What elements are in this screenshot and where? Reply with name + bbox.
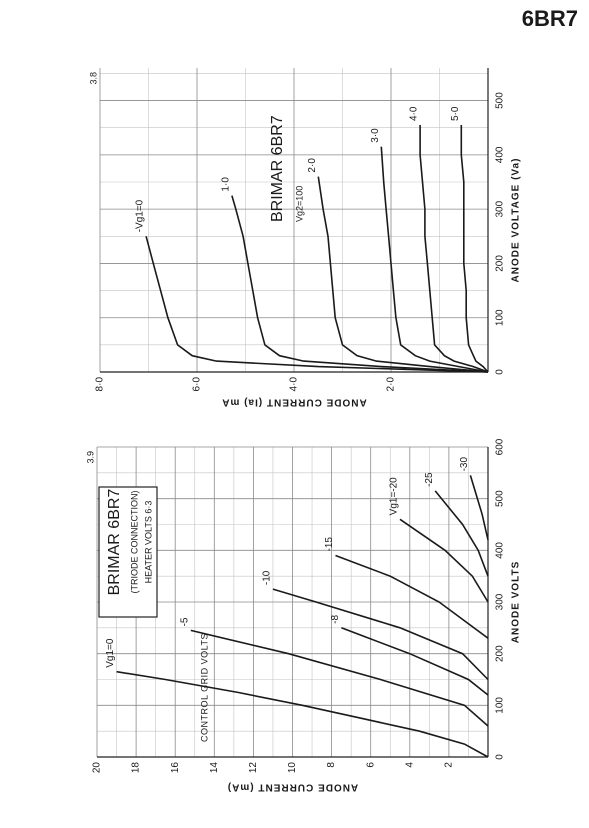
series-label: 1·0	[221, 177, 232, 192]
y-tick-label: 10	[287, 762, 298, 774]
curve	[116, 670, 489, 758]
series-label: Vg1=0	[105, 638, 116, 668]
series-label: Vg1=-20	[389, 477, 400, 516]
y-tick-label: 20	[92, 762, 103, 774]
x-tick-label: 300	[495, 200, 506, 217]
x-tick-label: 400	[495, 542, 506, 559]
y-tick-label: 2	[444, 762, 455, 768]
y-tick-label: 6	[365, 762, 376, 768]
curve	[317, 176, 489, 373]
curve	[145, 236, 489, 373]
page-label: 6BR7	[522, 6, 578, 31]
x-tick-label: 300	[495, 593, 506, 610]
series-label: 3·0	[370, 128, 381, 143]
x-tick-label: 600	[495, 438, 506, 455]
y-tick-label: 16	[170, 762, 181, 774]
triode-chart: 0 100 200 300 400 500 600 2 4 6 8 10 12 14 16 18 20 ANODE…	[85, 438, 521, 792]
x-axis-label: ANODE VOLTAGE (Va)	[511, 158, 522, 283]
series-label: 2·0	[307, 158, 318, 173]
annotation: CONTROL GRID VOLTS	[199, 633, 209, 742]
curve	[399, 518, 489, 603]
x-tick-label: 200	[495, 645, 506, 662]
x-tick-label: 100	[495, 309, 506, 326]
x-tick-label: 100	[495, 697, 506, 714]
x-tick-label: 500	[495, 92, 506, 109]
curve	[380, 146, 489, 373]
series-label: 4·0	[409, 106, 420, 121]
series-label: 5·0	[450, 106, 461, 121]
y-tick-label: 4·0	[289, 377, 300, 392]
pentode-chart: 0 100 200 300 400 500 2·0 4·0 6·0 8·0 ANODE VOLTAG…	[88, 68, 522, 407]
x-tick-label: 200	[495, 255, 506, 272]
x-axis-label: ANODE VOLTS	[511, 561, 522, 643]
x-tick-label: 0	[495, 369, 506, 375]
curve	[272, 588, 489, 681]
series-label: -10	[262, 570, 273, 585]
y-tick-label: 8·0	[95, 377, 106, 392]
curve	[335, 554, 489, 639]
y-axis-label: ANODE CURRENT (Ia) mA	[221, 396, 366, 407]
curve	[434, 490, 489, 577]
curve	[460, 125, 489, 373]
series-label: -15	[324, 537, 335, 552]
curve	[469, 475, 489, 541]
page-number: 3.8	[88, 72, 98, 85]
y-tick-label: 6·0	[192, 377, 203, 392]
chart-title: BRIMAR 6BR7	[269, 115, 286, 222]
curve	[419, 125, 489, 373]
y-tick-label: 2·0	[386, 377, 397, 392]
y-axis-label: ANODE CURRENT (mA)	[227, 781, 358, 792]
chart-title: BRIMAR 6BR7	[106, 489, 123, 596]
series-label: -Vg1=0	[135, 199, 146, 232]
y-tick-label: 12	[248, 762, 259, 774]
series-label: -25	[424, 472, 435, 487]
chart-note: HEATER VOLTS 6·3	[143, 501, 153, 584]
curve	[341, 627, 489, 696]
y-tick-label: 14	[209, 762, 220, 774]
chart-subtitle: Vg2=100	[294, 186, 304, 222]
x-tick-label: 500	[495, 490, 506, 507]
y-tick-label: 18	[131, 762, 142, 774]
page-number: 3.9	[85, 451, 95, 464]
series-label: -5	[179, 617, 190, 626]
y-tick-label: 4	[404, 762, 415, 768]
title-box	[98, 486, 158, 618]
series-label: -30	[459, 457, 470, 472]
x-tick-label: 400	[495, 146, 506, 163]
curve	[190, 629, 489, 727]
chart-subtitle: (TRIODE CONNECTION)	[129, 491, 139, 594]
x-tick-label: 0	[495, 754, 506, 760]
series-label: -8	[330, 615, 341, 624]
y-tick-label: 8	[326, 762, 337, 768]
curve	[231, 195, 489, 373]
